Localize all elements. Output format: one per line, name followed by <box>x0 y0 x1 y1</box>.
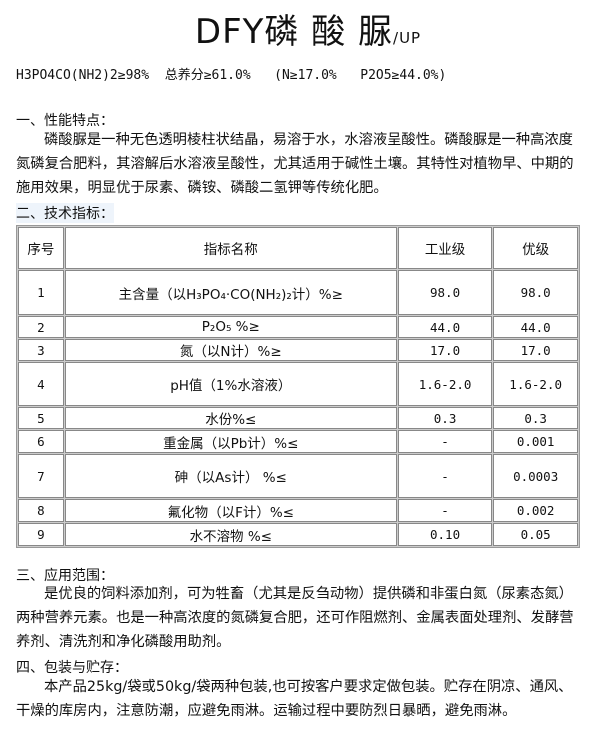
table-cell: 水不溶物 %≤ <box>64 523 397 546</box>
spec-table: 序号 指标名称 工业级 优级 1 主含量（以H₃PO₄·CO(NH₂)₂计）%≥ 98.0 9… <box>16 225 580 548</box>
table-row: 3 氮（以N计）%≥ 17.0 17.0 <box>18 339 578 361</box>
table-cell: 0.001 <box>493 430 578 453</box>
title-main: DFY磷 酸 脲 <box>194 12 394 52</box>
section-4-heading: 四、包装与贮存： <box>16 660 128 676</box>
table-cell: 0.0003 <box>493 454 578 498</box>
table-cell: 44.0 <box>493 316 578 338</box>
table-header-cell: 工业级 <box>397 227 493 269</box>
table-cell: 1 <box>18 270 64 315</box>
table-cell: 砷（以As计） %≤ <box>64 454 397 498</box>
table-cell: 17.0 <box>493 339 578 361</box>
table-cell: 0.3 <box>493 407 578 429</box>
table-row: 1 主含量（以H₃PO₄·CO(NH₂)₂计）%≥ 98.0 98.0 <box>18 270 578 315</box>
title-suffix: /UP <box>393 29 422 47</box>
table-cell: 44.0 <box>397 316 493 338</box>
table-cell: 氮（以N计）%≥ <box>64 339 397 361</box>
section-3-text: 是优良的饲料添加剂，可为牲畜（尤其是反刍动物）提供磷和非蛋白氮（尿素态氮）两种营… <box>16 586 574 650</box>
table-cell: - <box>397 499 493 522</box>
table-cell: 2 <box>18 316 64 338</box>
table-cell: 0.10 <box>397 523 493 546</box>
table-cell: 8 <box>18 499 64 522</box>
table-cell: 98.0 <box>397 270 493 315</box>
table-cell: 98.0 <box>493 270 578 315</box>
table-cell: 9 <box>18 523 64 546</box>
section-3-heading: 三、应用范围： <box>16 568 114 584</box>
table-row: 4 pH值（1%水溶液） 1.6-2.0 1.6-2.0 <box>18 362 578 406</box>
table-cell: - <box>397 430 493 453</box>
table-cell: 1.6-2.0 <box>397 362 493 406</box>
table-cell: 水份%≤ <box>64 407 397 429</box>
table-cell: 0.3 <box>397 407 493 429</box>
table-cell: 重金属（以Pb计）%≤ <box>64 430 397 453</box>
page-title: DFY磷 酸 脲/UP <box>0 4 616 53</box>
table-cell: 主含量（以H₃PO₄·CO(NH₂)₂计）%≥ <box>64 270 397 315</box>
table-cell: P₂O₅ %≥ <box>64 316 397 338</box>
table-row: 5 水份%≤ 0.3 0.3 <box>18 407 578 429</box>
table-header-cell: 优级 <box>493 227 578 269</box>
section-4-text: 本产品25kg/袋或50kg/袋两种包装,也可按客户要求定做包装。贮存在阴凉、通… <box>16 679 573 719</box>
table-row: 9 水不溶物 %≤ 0.10 0.05 <box>18 523 578 546</box>
table-header-cell: 指标名称 <box>64 227 397 269</box>
table-cell: 1.6-2.0 <box>493 362 578 406</box>
section-1-heading: 一、性能特点： <box>16 113 114 129</box>
section-1-text: 磷酸脲是一种无色透明棱柱状结晶，易溶于水，水溶液呈酸性。磷酸脲是一种高浓度氮磷复… <box>16 132 574 196</box>
table-cell: 氟化物（以F计）%≤ <box>64 499 397 522</box>
table-header-cell: 序号 <box>18 227 64 269</box>
table-row: 2 P₂O₅ %≥ 44.0 44.0 <box>18 316 578 338</box>
table-cell: pH值（1%水溶液） <box>64 362 397 406</box>
table-row: 7 砷（以As计） %≤ -0.0003 <box>18 454 578 498</box>
table-cell: 0.002 <box>493 499 578 522</box>
table-cell: 5 <box>18 407 64 429</box>
table-cell: 3 <box>18 339 64 361</box>
table-header-row: 序号 指标名称 工业级 优级 <box>18 227 578 269</box>
table-cell: 7 <box>18 454 64 498</box>
table-cell: 0.05 <box>493 523 578 546</box>
table-cell: 4 <box>18 362 64 406</box>
table-cell: - <box>397 454 493 498</box>
table-cell: 6 <box>18 430 64 453</box>
table-row: 6 重金属（以Pb计）%≤ -0.001 <box>18 430 578 453</box>
table-row: 8 氟化物（以F计）%≤ -0.002 <box>18 499 578 522</box>
table-cell: 17.0 <box>397 339 493 361</box>
section-2-heading: 二、技术指标： <box>16 203 114 223</box>
formula-line: H3PO4CO(NH2)2≥98% 总养分≥61.0% (N≥17.0% P2O… <box>16 68 447 83</box>
